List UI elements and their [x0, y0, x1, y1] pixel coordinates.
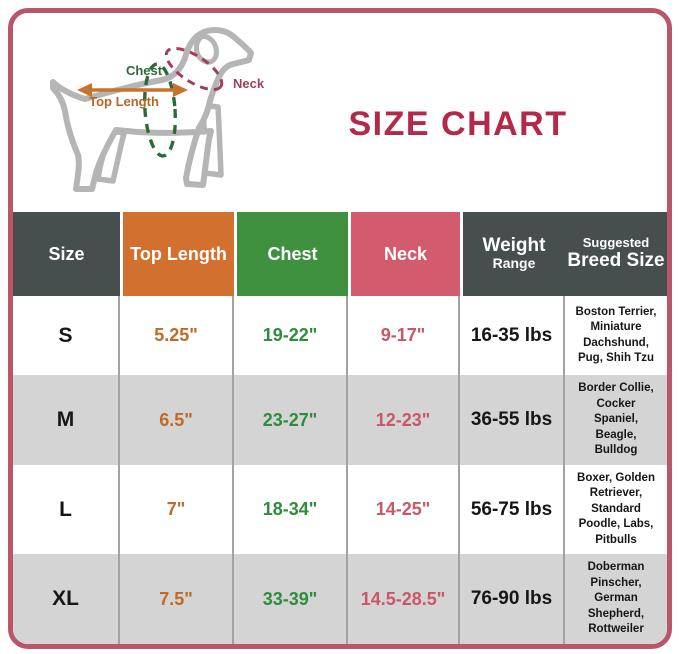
neck-cell: 9-17" — [348, 296, 460, 376]
header-chest: Chest — [234, 212, 348, 296]
weight-cell: 36-55 lbs — [460, 375, 565, 465]
chest-label: Chest — [126, 63, 163, 78]
dog-body-outline — [50, 26, 254, 192]
neck-label: Neck — [233, 76, 265, 91]
header-weight-range: Weight Range — [463, 212, 565, 296]
header-breed-main: Breed Size — [567, 250, 665, 272]
header-neck: Neck — [348, 212, 460, 296]
breeds-cell: Doberman Pinscher, German Shepherd, Rott… — [587, 561, 645, 636]
top-length-cell: 5.25" — [120, 296, 234, 376]
size-cell: L — [13, 464, 120, 555]
top-length-label: Top Length — [89, 94, 159, 109]
size-cell: S — [13, 296, 120, 376]
weight-cell: 16-35 lbs — [460, 296, 565, 376]
breeds-cell: Border Collie, Cocker Spaniel, Beagle, B… — [578, 382, 654, 457]
neck-cell: 14.5-28.5" — [348, 554, 460, 644]
top-section: Chest Top Length Neck SIZE CHART — [13, 13, 667, 212]
size-chart-card: Chest Top Length Neck SIZE CHART Size To… — [8, 8, 672, 649]
top-length-cell: 6.5" — [120, 375, 234, 465]
header-weight-main: Weight — [482, 235, 546, 257]
header-weight-breed-group: Weight Range Suggested Breed Size — [460, 212, 667, 296]
table-row-s: S 5.25" 19-22" 9-17" 16-35 lbs Boston Te… — [13, 296, 667, 376]
weight-cell: 76-90 lbs — [460, 554, 565, 644]
header-top-length: Top Length — [120, 212, 234, 296]
table-header: Size Top Length Chest Neck Weight Range … — [13, 212, 667, 296]
size-cell: M — [13, 375, 120, 465]
weight-cell: 56-75 lbs — [460, 464, 565, 555]
table-row-xl: XL 7.5" 33-39" 14.5-28.5" 76-90 lbs Dobe… — [13, 554, 667, 644]
chest-measure-ellipse — [142, 62, 178, 158]
header-size: Size — [13, 212, 120, 296]
neck-cell: 12-23" — [348, 375, 460, 465]
breeds-cell: Boxer, Golden Retriever, Standard Poodle… — [577, 471, 655, 546]
chest-cell: 19-22" — [234, 296, 348, 376]
top-length-cell: 7.5" — [120, 554, 234, 644]
chest-cell: 23-27" — [234, 375, 348, 465]
chest-cell: 18-34" — [234, 464, 348, 555]
dog-ear — [194, 34, 219, 65]
page-title: SIZE CHART — [348, 105, 568, 143]
header-suggested-breed: Suggested Breed Size — [565, 212, 667, 296]
table-body: S 5.25" 19-22" 9-17" 16-35 lbs Boston Te… — [13, 296, 667, 644]
neck-measure-ellipse — [164, 46, 224, 92]
header-weight-sub: Range — [492, 255, 536, 272]
top-length-cell: 7" — [120, 464, 234, 555]
table-row-m: M 6.5" 23-27" 12-23" 36-55 lbs Border Co… — [13, 375, 667, 465]
table-row-l: L 7" 18-34" 14-25" 56-75 lbs Boxer, Gold… — [13, 464, 667, 555]
neck-cell: 14-25" — [348, 464, 460, 555]
top-length-arrow — [77, 83, 188, 97]
breeds-cell: Boston Terrier, Miniature Dachshund, Pug… — [575, 305, 657, 365]
header-breed-top: Suggested — [582, 235, 650, 251]
chest-cell: 33-39" — [234, 554, 348, 644]
dog-measurement-diagram: Chest Top Length Neck — [50, 26, 265, 192]
size-cell: XL — [13, 554, 120, 644]
